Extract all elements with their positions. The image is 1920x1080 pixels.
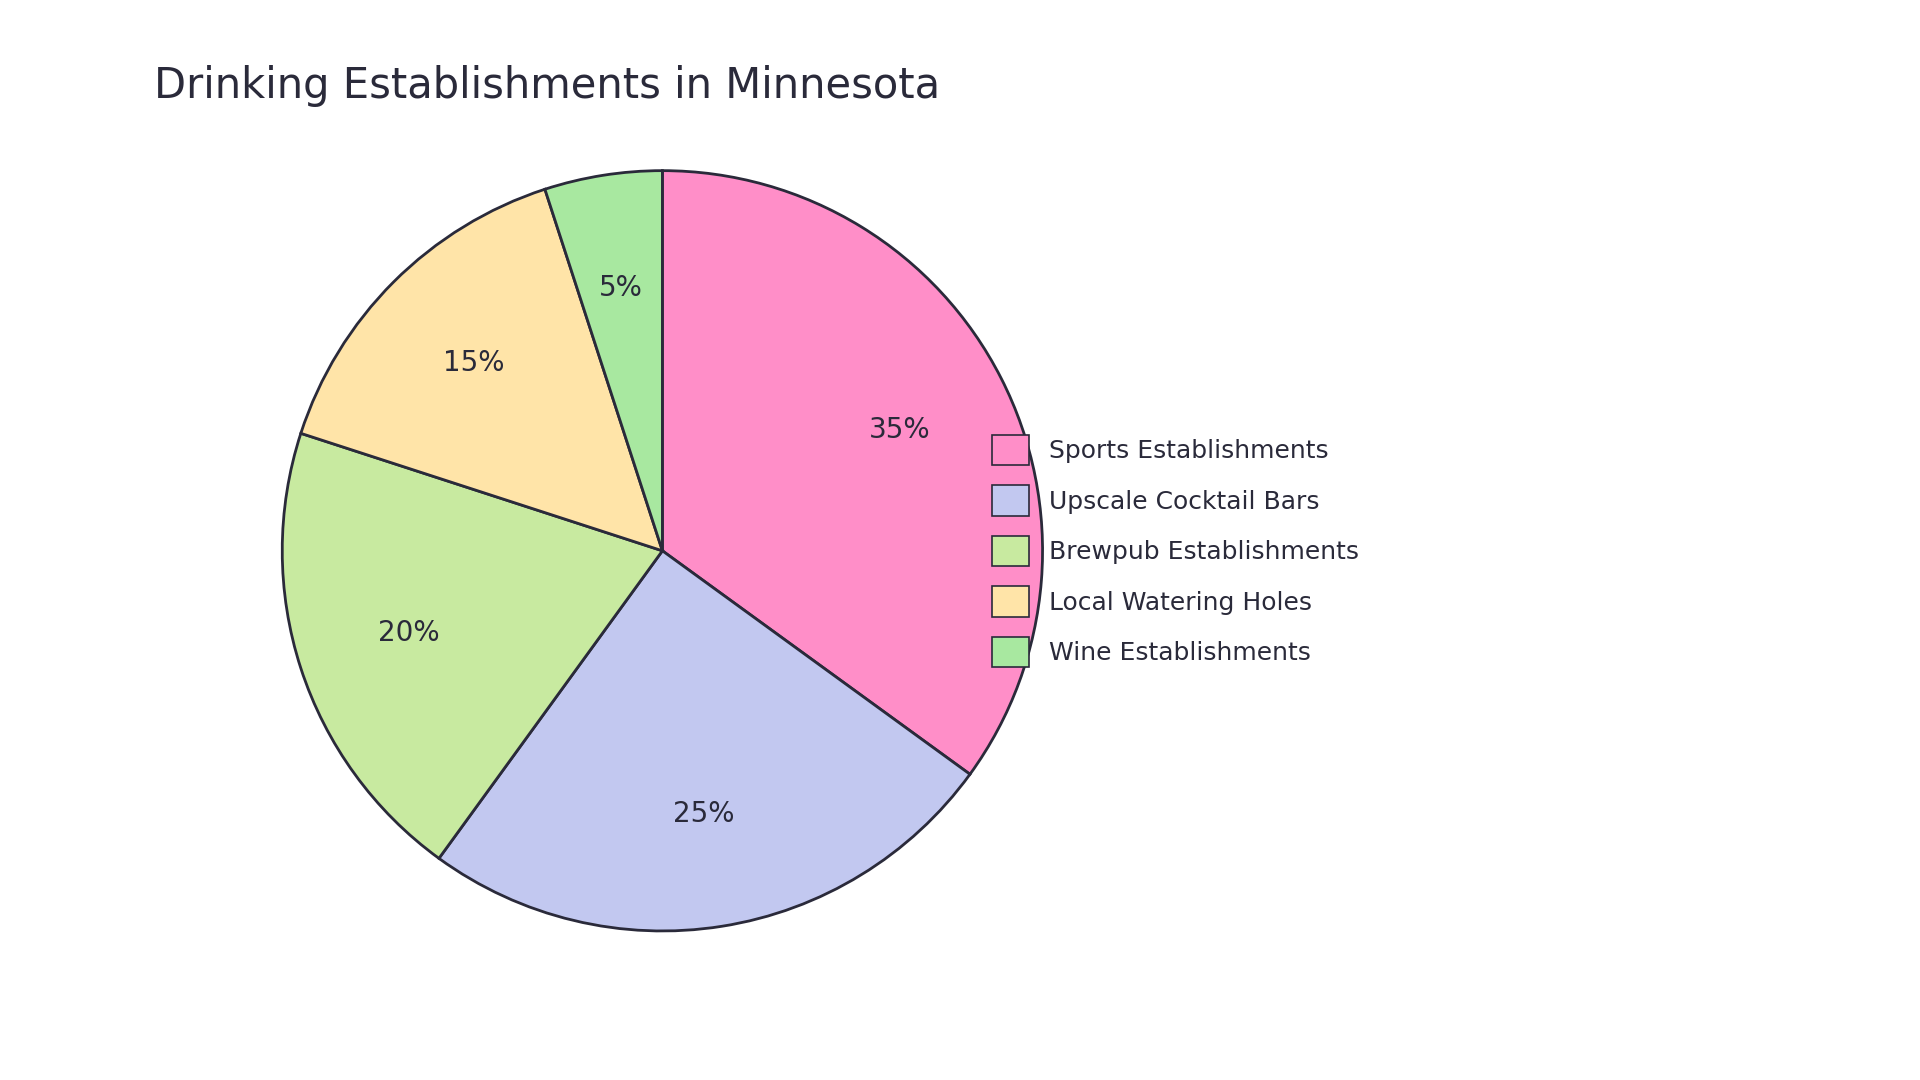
Text: 35%: 35% bbox=[868, 416, 931, 444]
Text: Drinking Establishments in Minnesota: Drinking Establishments in Minnesota bbox=[154, 65, 939, 107]
Wedge shape bbox=[282, 433, 662, 859]
Wedge shape bbox=[301, 189, 662, 551]
Text: 15%: 15% bbox=[444, 349, 505, 377]
Wedge shape bbox=[545, 171, 662, 551]
Wedge shape bbox=[440, 551, 970, 931]
Wedge shape bbox=[662, 171, 1043, 774]
Text: 20%: 20% bbox=[378, 619, 440, 647]
Text: 5%: 5% bbox=[599, 274, 643, 302]
Legend: Sports Establishments, Upscale Cocktail Bars, Brewpub Establishments, Local Wate: Sports Establishments, Upscale Cocktail … bbox=[979, 422, 1371, 679]
Text: 25%: 25% bbox=[674, 799, 735, 827]
